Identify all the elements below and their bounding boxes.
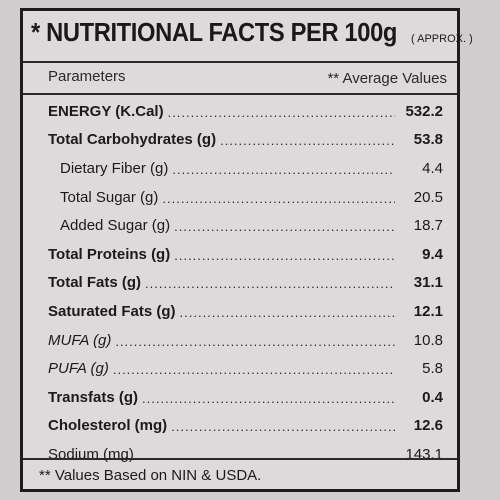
- nutrition-facts-panel: * NUTRITIONAL FACTS PER 100g ( APPROX. )…: [20, 8, 473, 492]
- column-header-row: Parameters ** Average Values: [48, 66, 447, 90]
- nutrient-label: Dietary Fiber (g): [60, 159, 169, 177]
- dot-leader: ........................................…: [220, 133, 395, 149]
- nutrient-value: 12.1: [413, 302, 443, 320]
- nutrient-value: 53.8: [413, 131, 443, 149]
- dot-leader: ........................................…: [171, 419, 395, 435]
- table-row: Added Sugar (g) ........................…: [48, 211, 443, 240]
- dot-leader: ........................................…: [174, 219, 395, 235]
- nutrient-label: Total Carbohydrates (g): [48, 131, 217, 149]
- table-row: Sodium (mg) ............................…: [48, 440, 443, 469]
- nutrient-value: 5.8: [422, 360, 443, 378]
- panel-title: * NUTRITIONAL FACTS PER 100g: [31, 19, 398, 47]
- nutrient-label: Sodium (mg): [48, 445, 134, 463]
- table-row: Dietary Fiber (g) ......................…: [48, 154, 443, 183]
- nutrient-table: ENERGY (K.Cal) .........................…: [48, 97, 443, 469]
- nutrient-label: Total Sugar (g): [60, 188, 159, 206]
- table-row: Total Fats (g) .........................…: [48, 269, 443, 298]
- nutrient-value: 20.5: [413, 188, 443, 206]
- nutrient-label: Added Sugar (g): [60, 217, 171, 235]
- table-row: Cholesterol (mg) .......................…: [48, 412, 443, 441]
- title-row: * NUTRITIONAL FACTS PER 100g ( APPROX. ): [31, 19, 473, 61]
- nutrient-value: 12.6: [413, 417, 443, 435]
- nutrient-label: Cholesterol (mg): [48, 417, 168, 435]
- divider-top: [23, 61, 457, 63]
- nutrient-value: 18.7: [413, 217, 443, 235]
- table-row: MUFA (g) ...............................…: [48, 326, 443, 355]
- footer-note: ** Values Based on NIN & USDA.: [39, 467, 262, 484]
- dot-leader: ........................................…: [172, 161, 395, 177]
- nutrient-label: MUFA (g): [48, 331, 112, 349]
- approx-note: ( APPROX. ): [411, 33, 473, 45]
- nutrient-value: 10.8: [413, 331, 443, 349]
- dot-leader: ........................................…: [167, 104, 395, 120]
- table-row: Total Carbohydrates (g) ................…: [48, 126, 443, 155]
- nutrient-value: 532.2: [405, 102, 443, 120]
- nutrient-value: 31.1: [413, 274, 443, 292]
- nutrient-label: PUFA (g): [48, 360, 109, 378]
- dot-leader: ........................................…: [112, 362, 395, 378]
- nutrient-value: 143.1: [405, 445, 443, 463]
- dot-leader: ........................................…: [174, 247, 395, 263]
- nutrient-label: Total Proteins (g): [48, 245, 171, 263]
- dot-leader: ........................................…: [115, 333, 395, 349]
- table-row: PUFA (g) ...............................…: [48, 354, 443, 383]
- nutrient-label: Saturated Fats (g): [48, 302, 176, 320]
- column-header-values: ** Average Values: [327, 70, 447, 87]
- nutrient-value: 4.4: [422, 159, 443, 177]
- table-row: Saturated Fats (g) .....................…: [48, 297, 443, 326]
- dot-leader: ........................................…: [162, 190, 395, 206]
- nutrient-value: 9.4: [422, 245, 443, 263]
- divider-bottom: [23, 458, 457, 460]
- table-row: Transfats (g) ..........................…: [48, 383, 443, 412]
- divider-header: [23, 93, 457, 95]
- nutrient-label: ENERGY (K.Cal): [48, 102, 164, 120]
- nutrient-value: 0.4: [422, 388, 443, 406]
- dot-leader: ........................................…: [137, 447, 395, 463]
- table-row: ENERGY (K.Cal) .........................…: [48, 97, 443, 126]
- dot-leader: ........................................…: [179, 304, 395, 320]
- table-row: Total Sugar (g) ........................…: [48, 183, 443, 212]
- table-row: Total Proteins (g) .....................…: [48, 240, 443, 269]
- nutrient-label: Total Fats (g): [48, 274, 142, 292]
- column-header-parameters: Parameters: [48, 68, 126, 85]
- dot-leader: ........................................…: [142, 390, 395, 406]
- nutrient-label: Transfats (g): [48, 388, 139, 406]
- dot-leader: ........................................…: [145, 276, 395, 292]
